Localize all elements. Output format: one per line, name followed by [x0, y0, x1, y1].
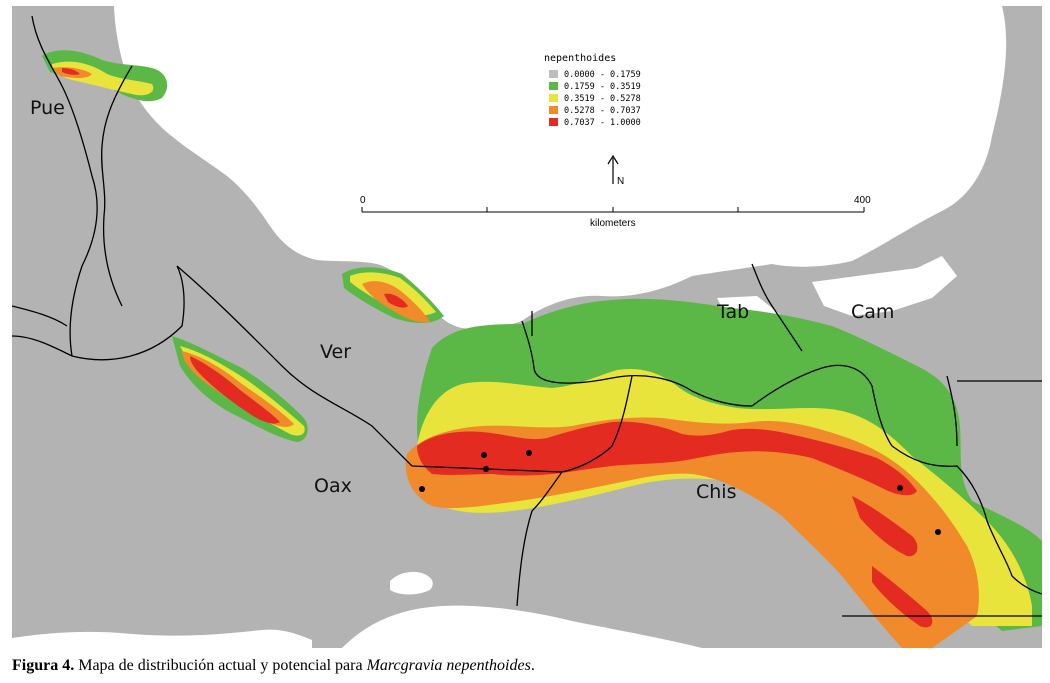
occurrence-point [483, 466, 489, 472]
legend-label-4: 0.7037 - 1.0000 [564, 118, 641, 128]
zone-red-pue [62, 68, 80, 75]
legend-label-2: 0.3519 - 0.5278 [564, 94, 641, 104]
scale-start-label: 0 [360, 195, 366, 206]
suitability-zones [42, 50, 1042, 648]
legend-label-3: 0.5278 - 0.7037 [564, 106, 641, 116]
occurrence-point [897, 485, 903, 491]
figure-label: Figura 4. [12, 657, 75, 674]
occurrence-points [419, 450, 941, 535]
scale-unit-label: kilometers [590, 218, 636, 229]
zone-0.7037-1.0000 [417, 421, 917, 496]
gulf-of-mexico [114, 6, 1007, 330]
zone-red-chis-southeast [872, 566, 933, 628]
pacific-ocean [12, 629, 312, 648]
state-borders [12, 15, 1042, 617]
north-label: N [617, 176, 624, 187]
state-label-ver: Ver [320, 341, 351, 363]
north-arrow: N [607, 154, 624, 187]
zone-0.5278-0.7037 [405, 417, 979, 648]
state-label-oax: Oax [314, 475, 352, 497]
legend-label-0: 0.0000 - 0.1759 [564, 70, 641, 80]
caption-text: Mapa de distribución actual y potencial … [74, 657, 367, 674]
occurrence-point [481, 452, 487, 458]
occurrence-point [526, 450, 532, 456]
distribution-map: nepenthoides 0.0000 - 0.1759 0.1759 - 0.… [12, 6, 1042, 648]
north-arrow-head-icon [607, 154, 619, 165]
occurrence-point [935, 529, 941, 535]
state-label-chis: Chis [696, 481, 737, 503]
figure-caption: Figura 4. Mapa de distribución actual y … [12, 657, 535, 675]
legend-swatch-0 [549, 70, 558, 78]
caption-end: . [530, 657, 535, 674]
state-label-tab: Tab [716, 301, 749, 323]
scale-bar: 0 400 kilometers [360, 195, 871, 229]
occurrence-point [419, 486, 425, 492]
zone-red-coast [384, 293, 408, 308]
legend-swatch-3 [549, 106, 558, 114]
zone-0.1759-0.3519 [417, 298, 1042, 631]
legend-swatch-4 [549, 118, 558, 126]
laguna-de-terminos [812, 256, 957, 316]
state-label-cam: Cam [851, 301, 894, 323]
legend-title: nepenthoides [544, 53, 616, 64]
legend-label-1: 0.1759 - 0.3519 [564, 82, 641, 92]
scale-end-label: 400 [854, 195, 871, 206]
legend-swatch-2 [549, 94, 558, 102]
species-name: Marcgravia nepenthoides [366, 657, 531, 674]
coastal-island [390, 571, 433, 595]
legend: nepenthoides 0.0000 - 0.1759 0.1759 - 0.… [544, 53, 641, 128]
state-label-pue: Pue [30, 97, 65, 119]
pacific-ocean-east [342, 605, 702, 648]
legend-swatch-1 [549, 82, 558, 90]
zone-red-ver [190, 356, 280, 424]
zone-red-chis-south [852, 496, 918, 557]
